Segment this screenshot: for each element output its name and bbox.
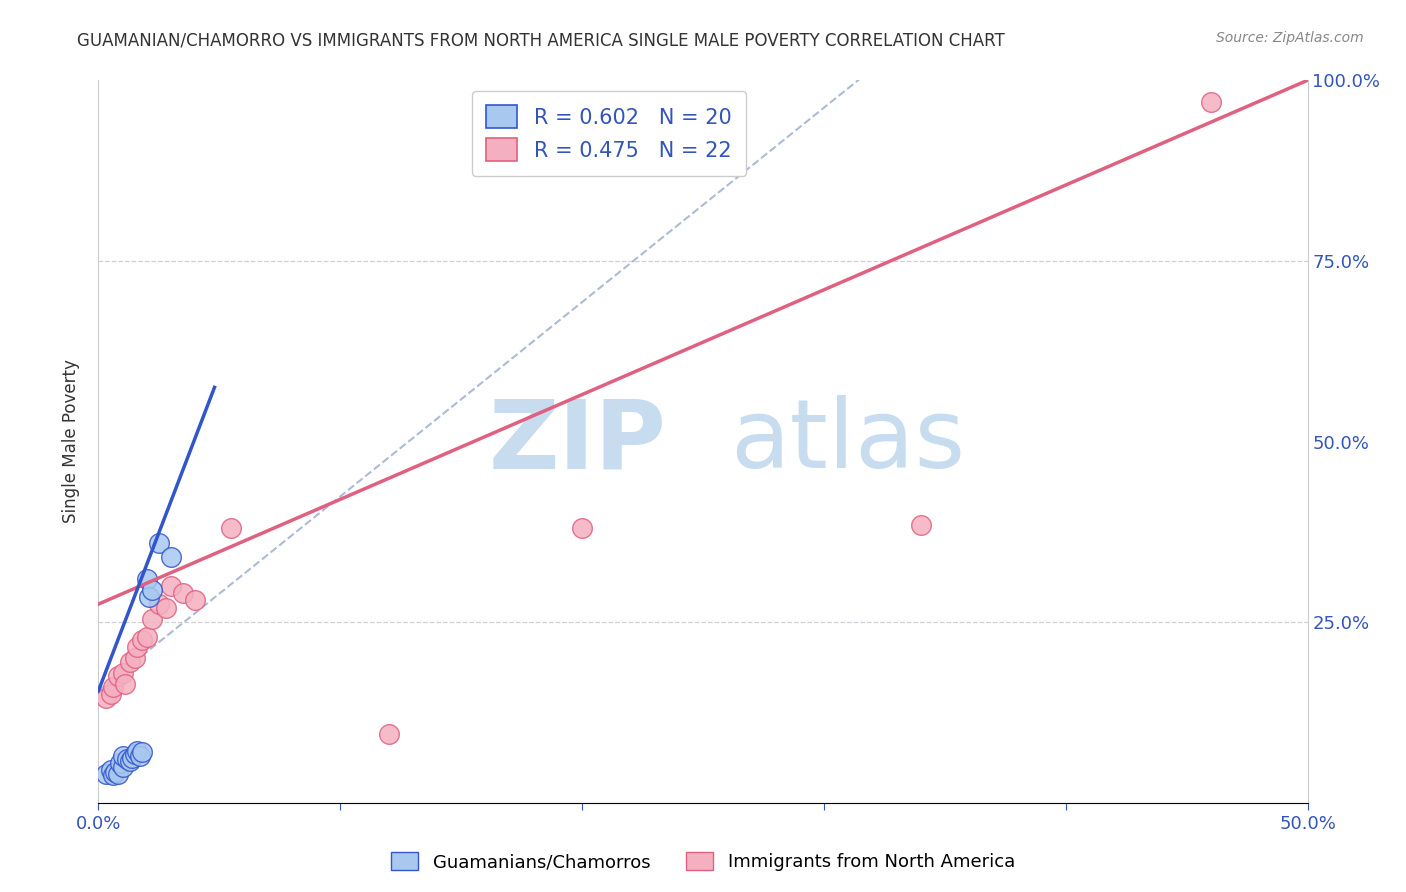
Point xyxy=(101,680,124,694)
Point xyxy=(135,572,157,586)
Point xyxy=(141,582,163,597)
Point xyxy=(131,745,153,759)
Point xyxy=(184,593,207,607)
Text: ZIP: ZIP xyxy=(489,395,666,488)
Point xyxy=(104,765,127,780)
Point xyxy=(160,579,183,593)
Point xyxy=(1199,95,1222,109)
Point xyxy=(131,633,153,648)
Point xyxy=(155,600,177,615)
Point xyxy=(100,687,122,701)
Point xyxy=(141,611,163,625)
Point xyxy=(128,748,150,763)
Point xyxy=(101,768,124,782)
Point xyxy=(127,744,149,758)
Point xyxy=(94,767,117,781)
Point xyxy=(114,676,136,690)
Point xyxy=(148,535,170,549)
Text: GUAMANIAN/CHAMORRO VS IMMIGRANTS FROM NORTH AMERICA SINGLE MALE POVERTY CORRELAT: GUAMANIAN/CHAMORRO VS IMMIGRANTS FROM NO… xyxy=(77,31,1005,49)
Point xyxy=(100,764,122,778)
Point xyxy=(172,586,194,600)
Point xyxy=(118,754,141,768)
Point xyxy=(111,748,134,763)
Legend: Guamanians/Chamorros, Immigrants from North America: Guamanians/Chamorros, Immigrants from No… xyxy=(384,845,1022,879)
Point xyxy=(94,691,117,706)
Point xyxy=(135,630,157,644)
Y-axis label: Single Male Poverty: Single Male Poverty xyxy=(62,359,80,524)
Point xyxy=(124,651,146,665)
Point xyxy=(127,640,149,655)
Point xyxy=(138,590,160,604)
Point xyxy=(148,597,170,611)
Point xyxy=(910,517,932,532)
Text: atlas: atlas xyxy=(731,395,966,488)
Point xyxy=(108,756,131,770)
Point xyxy=(124,747,146,761)
Point xyxy=(121,751,143,765)
Point xyxy=(111,760,134,774)
Point xyxy=(107,767,129,781)
Point xyxy=(221,521,243,535)
Point xyxy=(160,550,183,565)
Legend: R = 0.602   N = 20, R = 0.475   N = 22: R = 0.602 N = 20, R = 0.475 N = 22 xyxy=(471,91,747,176)
Point xyxy=(117,752,139,766)
Point xyxy=(107,669,129,683)
Point xyxy=(571,521,593,535)
Point xyxy=(377,727,399,741)
Point xyxy=(111,665,134,680)
Point xyxy=(118,655,141,669)
Text: Source: ZipAtlas.com: Source: ZipAtlas.com xyxy=(1216,31,1364,45)
